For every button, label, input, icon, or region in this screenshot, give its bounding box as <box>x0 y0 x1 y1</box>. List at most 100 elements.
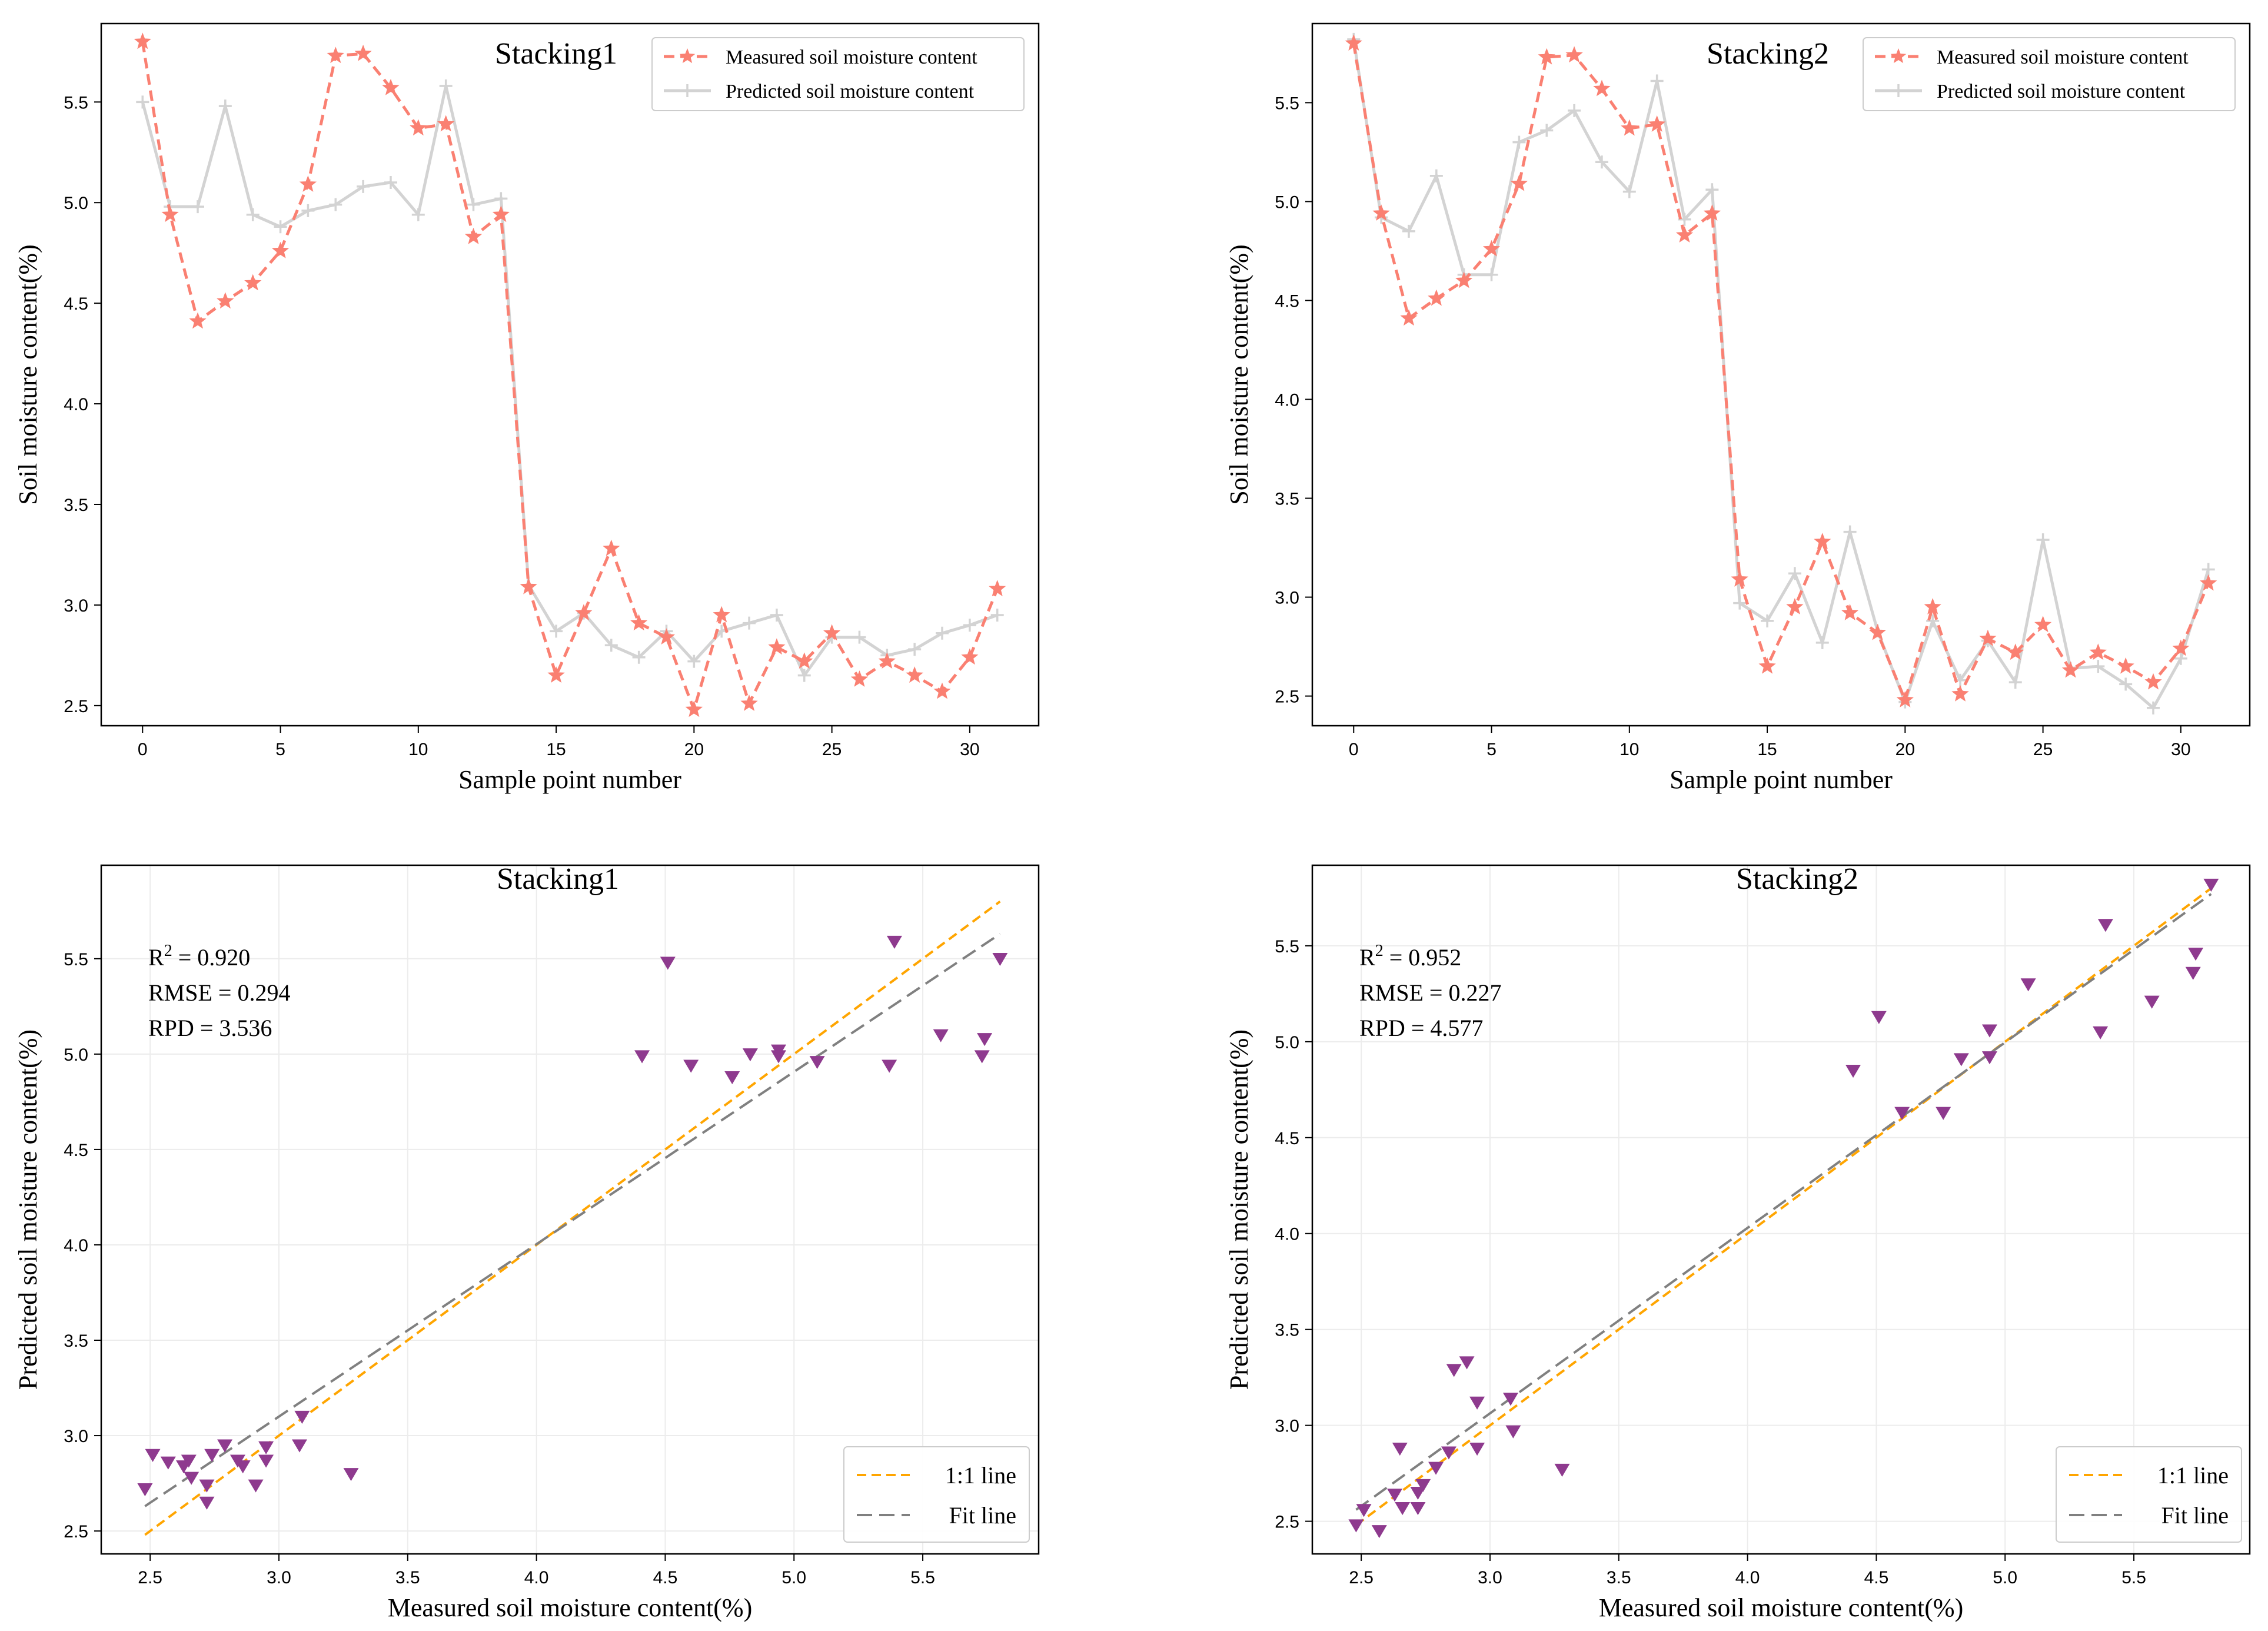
scatter-point <box>683 1059 699 1073</box>
measured-point <box>189 312 207 329</box>
y-tick-label: 3.5 <box>64 496 88 515</box>
measured-point <box>796 652 813 669</box>
chart-title: Stacking2 <box>1707 37 1829 71</box>
measured-point <box>2172 639 2190 656</box>
measured-point <box>464 227 483 244</box>
measured-point <box>1675 226 1694 243</box>
x-tick-label: 25 <box>822 740 842 759</box>
scatter-point <box>2097 919 2113 932</box>
predicted-point <box>1512 135 1526 149</box>
legend-marker-measured <box>1890 48 1907 64</box>
predicted-point <box>550 625 563 638</box>
predicted-point <box>990 608 1004 622</box>
scatter-point <box>235 1460 251 1474</box>
predicted-point <box>494 192 508 205</box>
scatter-point <box>343 1468 359 1481</box>
scatter-point <box>1387 1489 1403 1502</box>
predicted-point <box>963 619 976 632</box>
measured-point <box>989 580 1006 597</box>
predicted-point <box>191 200 204 214</box>
scatter-point <box>294 1410 310 1424</box>
predicted-point <box>1540 124 1554 137</box>
scatter-point <box>770 1050 786 1064</box>
y-tick-label: 3.5 <box>1275 1321 1299 1340</box>
scatter-point <box>291 1439 307 1453</box>
series-line-predicted <box>1352 39 2210 710</box>
measured-point <box>2089 643 2107 660</box>
measured-point <box>713 606 730 623</box>
axes-frame <box>100 22 1040 727</box>
y-tick-label: 3.5 <box>1275 490 1299 509</box>
x-tick-label: 5.5 <box>2121 1568 2146 1587</box>
y-axis-label: Soil moisture content(%) <box>1225 244 1253 504</box>
scatter-panel-stacking2: 2.5 3.0 3.5 4.0 4.5 5.0 5.5 2.5 3.0 3.5 4.0 4.5 5.0 5… <box>1225 862 2251 1622</box>
measured-point <box>2144 673 2162 690</box>
legend-label-predicted: Predicted soil moisture content <box>1937 81 2186 102</box>
measured-point <box>410 119 427 136</box>
predicted-point <box>743 616 756 630</box>
measured-point <box>1731 570 1748 587</box>
x-tick-label: 5 <box>1486 740 1497 759</box>
measured-point <box>437 115 455 132</box>
fit-line <box>1355 893 2212 1511</box>
predicted-point <box>1568 104 1581 117</box>
measured-point <box>1924 598 1941 614</box>
predicted-point <box>632 650 646 664</box>
predicted-point <box>467 198 480 211</box>
x-axis-label: Sample point number <box>458 765 681 794</box>
y-axis-label: Predicted soil moisture content(%) <box>1225 1029 1253 1390</box>
predicted-point <box>411 208 425 221</box>
legend-box <box>2056 1446 2242 1543</box>
scatter-point <box>1348 1519 1364 1533</box>
measured-point <box>1896 690 1914 707</box>
legend-label-measured: Measured soil moisture content <box>1937 46 2189 68</box>
scatter-point <box>1936 1107 1951 1120</box>
scatter-point <box>137 1483 153 1497</box>
scatter-point <box>1441 1446 1456 1460</box>
legend-marker-measured <box>679 48 696 64</box>
measured-point <box>850 670 869 687</box>
x-tick-label: 2.5 <box>1349 1568 1374 1587</box>
timeseries-panel-stacking1: 0 5 10 15 20 25 30 2.5 3.0 3.5 4.0 4.5 5.0 5.5 Sample … <box>14 22 1040 794</box>
scatter-point <box>1953 1053 1969 1067</box>
measured-point <box>354 44 372 61</box>
measured-point <box>1758 657 1776 674</box>
measured-point <box>2007 643 2024 660</box>
scatter-point <box>2093 1026 2109 1039</box>
x-tick-label: 20 <box>684 740 704 759</box>
measured-point <box>657 628 676 645</box>
scatter-point <box>199 1496 215 1510</box>
measured-point <box>1841 604 1859 620</box>
predicted-point <box>1761 614 1774 627</box>
measured-point <box>1372 204 1390 221</box>
y-tick-label: 2.5 <box>1275 687 1299 707</box>
scatter-point <box>1845 1064 1861 1078</box>
measured-point <box>685 700 703 717</box>
predicted-point <box>1650 74 1664 88</box>
measured-point <box>1482 240 1501 257</box>
measured-point <box>520 577 537 594</box>
scatter-point <box>1981 1051 1997 1065</box>
y-tick-label: 4.0 <box>64 1236 88 1255</box>
measured-point <box>492 205 510 222</box>
x-tick-label: 15 <box>546 740 566 759</box>
x-tick-label: 4.0 <box>524 1568 549 1587</box>
measured-point <box>299 175 317 192</box>
x-axis-label: Measured soil moisture content(%) <box>1599 1593 1964 1622</box>
scatter-point <box>1469 1396 1485 1410</box>
predicted-point <box>1429 169 1443 182</box>
predicted-point <box>2036 533 2050 547</box>
scatter-point <box>204 1449 220 1462</box>
predicted-point <box>1926 614 1940 627</box>
scatter-point <box>1392 1443 1408 1456</box>
predicted-point <box>908 643 922 656</box>
scatter-point <box>1428 1461 1444 1475</box>
series-line-measured <box>1352 43 2210 705</box>
chart-title: Stacking1 <box>495 37 617 71</box>
chart-title: Stacking1 <box>497 862 619 896</box>
scatter-point <box>1395 1502 1411 1516</box>
predicted-point <box>1733 596 1747 610</box>
x-axis-label: Measured soil moisture content(%) <box>388 1593 753 1622</box>
chart-title: Stacking2 <box>1736 862 1858 896</box>
